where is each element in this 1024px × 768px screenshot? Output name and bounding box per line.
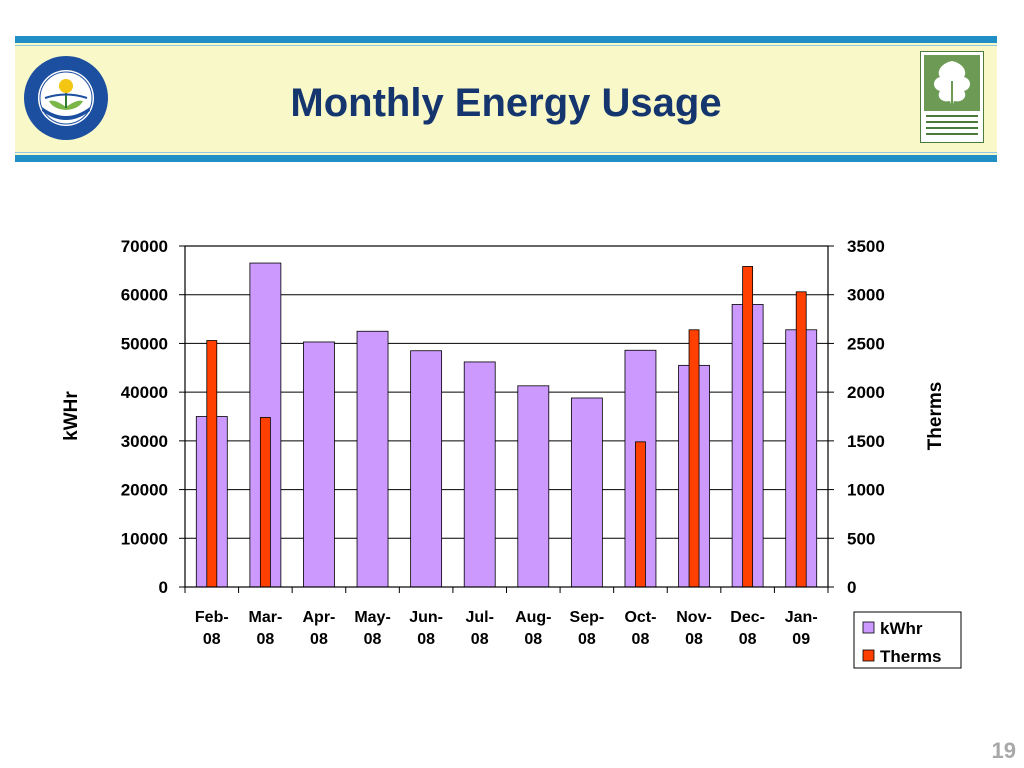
y-tick-label-right: 0 xyxy=(847,578,856,597)
legend-swatch-kwhr xyxy=(862,621,875,634)
bar-kwhr xyxy=(517,385,550,588)
y-tick-label-right: 500 xyxy=(847,529,875,548)
bar-kwhr xyxy=(410,350,443,588)
massachusetts-oak-leaf-logo xyxy=(920,51,984,143)
bars xyxy=(195,262,818,588)
y-tick-label-left: 0 xyxy=(159,578,168,597)
bar-therms xyxy=(206,340,218,588)
y-tick-label-left: 60000 xyxy=(121,286,168,305)
x-tick-label: Feb-08 xyxy=(195,609,229,648)
y-tick-label-left: 50000 xyxy=(121,334,168,353)
x-tick-label: Sep-08 xyxy=(570,609,605,648)
y-tick-label-left: 70000 xyxy=(121,237,168,256)
x-tick-label: Nov-08 xyxy=(676,609,712,648)
bar-therms xyxy=(688,329,700,588)
title-banner: Monthly Energy Usage xyxy=(15,36,997,162)
x-tick-label: Jan-09 xyxy=(785,609,818,648)
x-tick-label: Jul-08 xyxy=(465,609,493,648)
y-axis-title-right: Therms xyxy=(925,382,946,451)
x-tick-label: Mar-08 xyxy=(248,609,282,648)
banner-divider-top xyxy=(15,45,997,46)
x-tick-label: Oct-08 xyxy=(624,609,656,648)
y-tick-label-right: 2500 xyxy=(847,334,885,353)
bar-therms xyxy=(795,291,807,588)
y-tick-label-left: 30000 xyxy=(121,432,168,451)
bar-kwhr xyxy=(356,330,389,588)
x-tick-label: Dec-08 xyxy=(730,609,765,648)
x-tick-label: Apr-08 xyxy=(303,609,336,648)
bar-kwhr xyxy=(303,341,335,588)
gridlines xyxy=(185,294,828,539)
axis-ticks xyxy=(179,245,834,593)
plot-area-border xyxy=(184,245,829,588)
bar-therms xyxy=(742,266,754,588)
tick-labels: 0 10000 20000 30000 40000 50000 60000 70000 0 500… xyxy=(121,237,885,648)
epa-seal-logo xyxy=(24,56,108,140)
y-tick-label-left: 40000 xyxy=(121,383,168,402)
bar-kwhr xyxy=(463,361,496,588)
y-tick-label-left: 20000 xyxy=(121,481,168,500)
y-tick-label-right: 1500 xyxy=(847,432,885,451)
bar-therms xyxy=(259,417,271,588)
y-tick-label-right: 1000 xyxy=(847,481,885,500)
bar-therms xyxy=(635,441,646,588)
legend-label-kwhr: kWhr xyxy=(880,619,923,638)
y-tick-label-right: 2000 xyxy=(847,383,885,402)
x-tick-label: Jun-08 xyxy=(409,609,443,648)
y-tick-label-right: 3000 xyxy=(847,286,885,305)
y-axis-title-left: kWHr xyxy=(61,391,82,441)
legend: kWhr Therms xyxy=(853,611,962,669)
page-number: 19 xyxy=(991,738,1016,763)
slide-title: Monthly Energy Usage xyxy=(290,81,722,125)
x-tick-label: May-08 xyxy=(354,609,390,648)
legend-swatch-therms xyxy=(862,649,875,662)
banner-divider-bottom xyxy=(15,152,997,153)
y-tick-label-right: 3500 xyxy=(847,237,885,256)
bar-kwhr xyxy=(570,397,603,588)
y-tick-label-left: 10000 xyxy=(121,529,168,548)
legend-label-therms: Therms xyxy=(880,647,941,666)
x-tick-label: Aug-08 xyxy=(515,609,551,648)
